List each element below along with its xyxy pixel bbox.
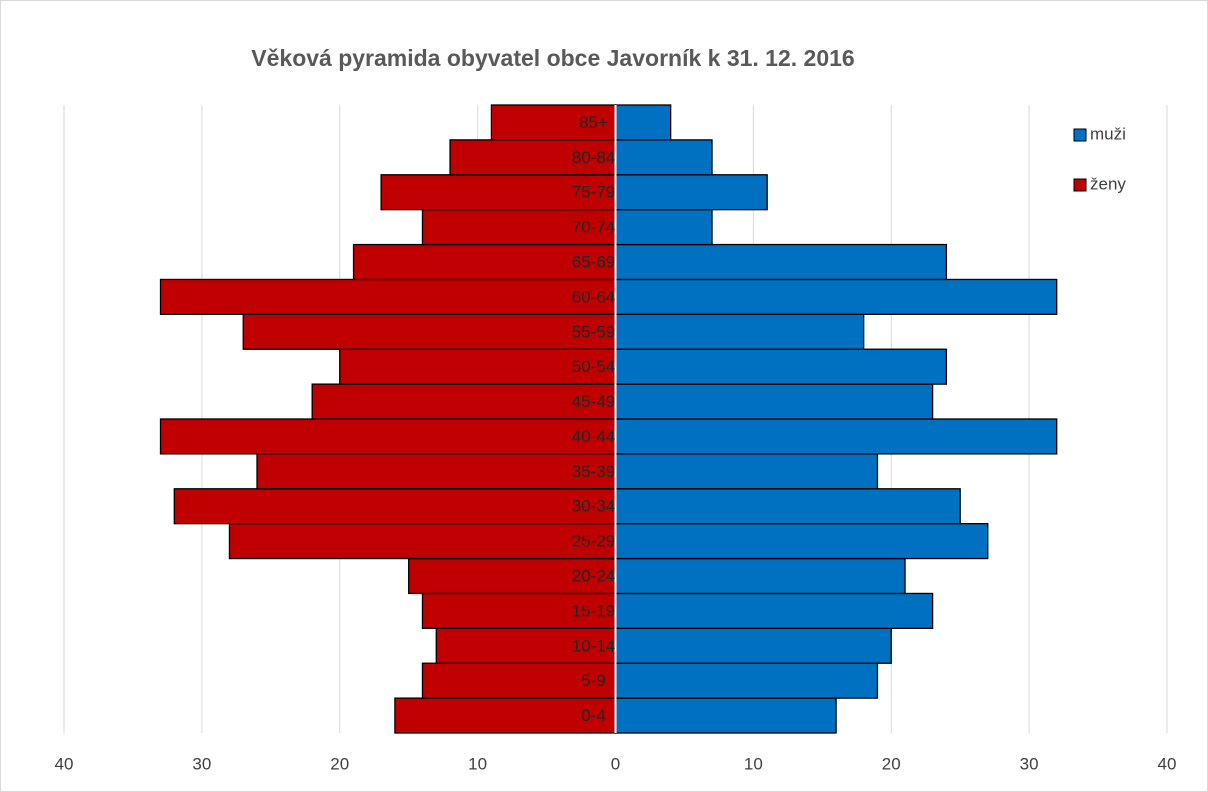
category-label: 30-34 — [572, 497, 615, 516]
bar — [352, 243, 617, 281]
bar — [614, 243, 948, 281]
bar — [408, 557, 617, 595]
bar — [614, 592, 934, 629]
bar — [614, 662, 879, 699]
category-label: 75-79 — [572, 183, 615, 202]
bar — [614, 278, 1058, 315]
category-label: 25-29 — [572, 532, 615, 551]
category-label: 60-64 — [572, 287, 615, 306]
category-label: 50-54 — [572, 357, 615, 376]
bar — [614, 453, 879, 490]
bar — [614, 383, 934, 420]
x-tick-label: 30 — [1020, 754, 1039, 773]
category-label: 35-39 — [572, 462, 615, 481]
bar — [159, 278, 617, 315]
bar — [256, 453, 617, 490]
x-tick-label: 40 — [55, 754, 74, 773]
bar — [614, 348, 948, 385]
bar — [228, 523, 617, 560]
x-tick-label: 20 — [330, 754, 349, 773]
category-label: 0-4 — [581, 706, 606, 725]
bar — [242, 313, 617, 350]
bar — [614, 418, 1058, 455]
bar — [614, 627, 892, 664]
legend-label: ženy — [1090, 174, 1126, 193]
category-label: 15-19 — [572, 601, 615, 620]
x-tick-label: 40 — [1158, 754, 1177, 773]
category-label: 10-14 — [572, 636, 615, 655]
category-label: 70-74 — [572, 218, 615, 237]
category-label: 80-84 — [572, 148, 615, 167]
category-label: 55-59 — [572, 322, 615, 341]
category-label: 20-24 — [572, 566, 615, 585]
legend-swatch — [1073, 178, 1087, 192]
bar — [614, 139, 713, 176]
bar — [311, 383, 617, 420]
x-tick-label: 10 — [744, 754, 763, 773]
bar — [614, 313, 865, 350]
legend-swatch — [1073, 128, 1087, 142]
category-label: 45-49 — [572, 392, 615, 411]
bar — [614, 209, 713, 246]
chart-title: Věková pyramida obyvatel obce Javorník k… — [251, 45, 854, 71]
bar — [421, 209, 617, 246]
bar — [614, 104, 672, 141]
x-tick-label: 30 — [192, 754, 211, 773]
bar — [435, 627, 617, 664]
bar — [614, 488, 961, 525]
x-tick-label: 0 — [611, 754, 620, 773]
x-tick-label: 20 — [882, 754, 901, 773]
bar — [614, 174, 768, 211]
bar — [380, 174, 617, 211]
bar — [394, 697, 617, 734]
category-label: 65-69 — [572, 252, 615, 271]
bar — [614, 523, 989, 560]
bar — [614, 697, 837, 734]
bar — [614, 557, 906, 595]
category-label: 85+ — [579, 113, 608, 132]
category-label: 5-9 — [581, 671, 606, 690]
x-tick-label: 10 — [468, 754, 487, 773]
bar — [159, 418, 617, 455]
bar — [173, 488, 617, 525]
category-label: 40-44 — [572, 427, 615, 446]
legend-label: muži — [1090, 124, 1126, 143]
